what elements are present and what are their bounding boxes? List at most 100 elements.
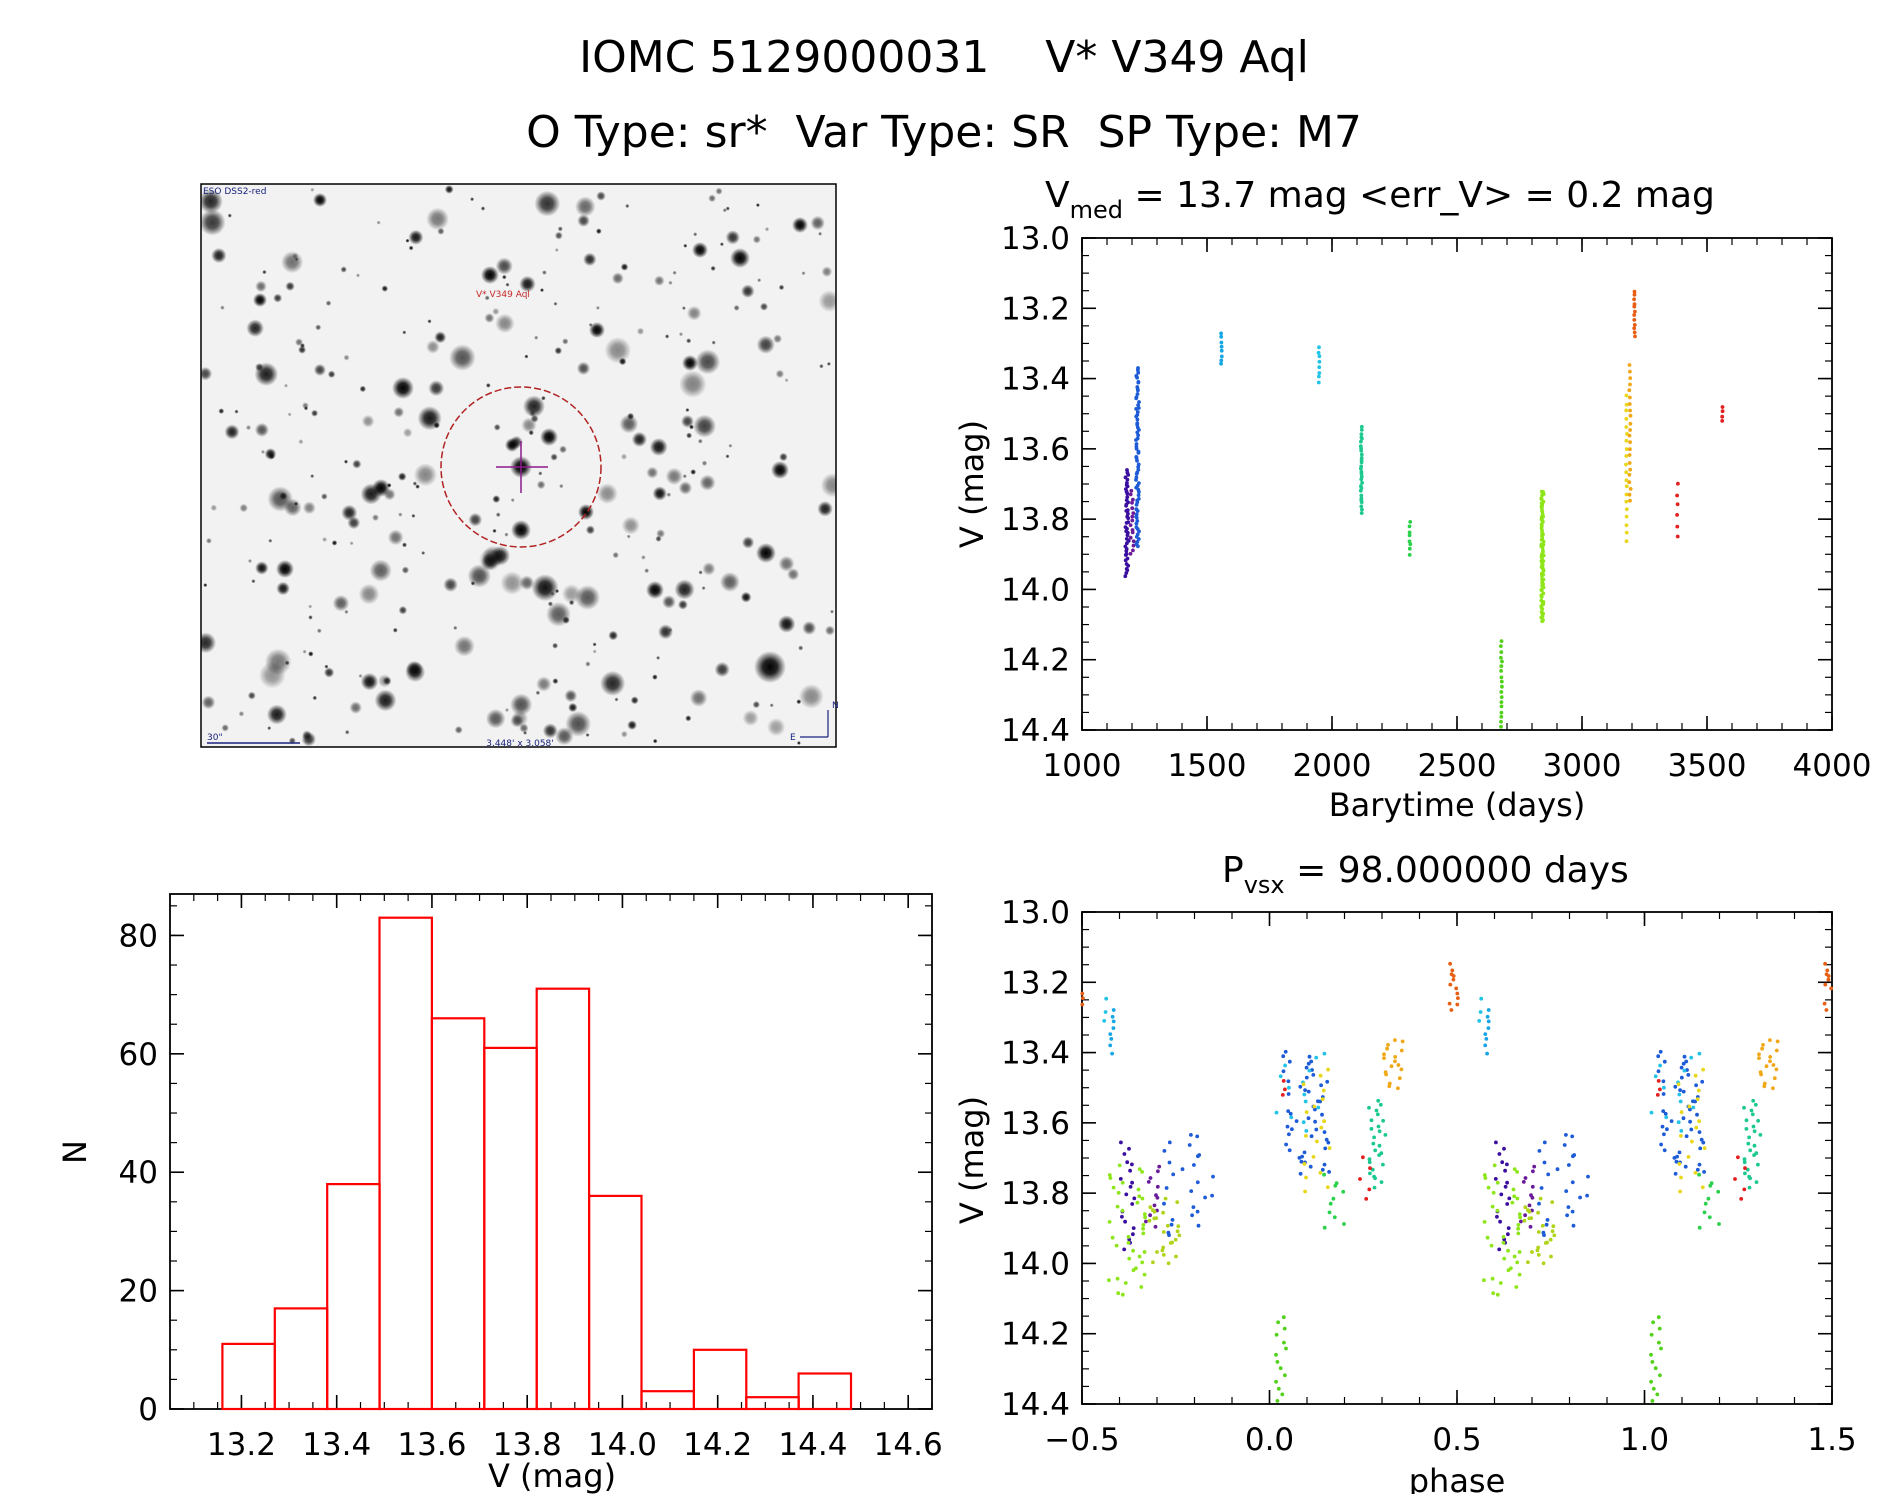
phase-curve-point xyxy=(1742,1160,1747,1165)
light-curve-point xyxy=(1675,502,1680,507)
phase-curve-point xyxy=(1144,1219,1148,1224)
light-curve-point xyxy=(1632,326,1637,331)
phase-curve-point xyxy=(1281,1079,1286,1083)
phase-curve-point xyxy=(1546,1172,1551,1177)
phase-curve-point xyxy=(1387,1084,1392,1089)
finder-star xyxy=(210,504,218,512)
finder-star xyxy=(206,537,212,544)
finder-star xyxy=(714,661,730,678)
finder-star xyxy=(752,235,761,244)
light-curve-point xyxy=(1624,462,1628,467)
phase-curve-point xyxy=(1555,1167,1560,1172)
phase-curve-point xyxy=(1382,1052,1386,1057)
finder-star xyxy=(649,438,668,456)
finder-star xyxy=(778,555,795,572)
finder-star xyxy=(554,231,563,240)
finder-star xyxy=(492,495,501,504)
phase-curve-point xyxy=(1697,1162,1702,1167)
phase-curve-point xyxy=(1578,1195,1582,1200)
phase-curve-point xyxy=(1313,1119,1317,1124)
phase-curve-point xyxy=(1118,1177,1123,1181)
light-curve-point xyxy=(1359,460,1364,465)
phase-curve-point xyxy=(1689,1127,1694,1132)
finder-star xyxy=(247,558,253,564)
phase-curve-point xyxy=(1774,1048,1779,1053)
phase-curve-point xyxy=(1515,1260,1520,1265)
finder-star xyxy=(561,584,582,604)
light-curve-point xyxy=(1219,340,1224,345)
phase-curve-point xyxy=(1451,974,1456,978)
phase-curve-point xyxy=(1393,1055,1398,1059)
finder-scale-label: 30" xyxy=(207,733,223,743)
phase-curve-point xyxy=(1312,1104,1317,1109)
phase-curve-point xyxy=(1506,1248,1510,1253)
light-curve-point xyxy=(1499,690,1504,694)
light-curve-point xyxy=(1624,408,1629,413)
light-curve-point xyxy=(1632,318,1637,322)
light-curve-point xyxy=(1131,511,1136,515)
finder-star xyxy=(690,469,697,475)
finder-star xyxy=(626,534,631,539)
finder-star xyxy=(492,528,497,534)
phase-curve-point xyxy=(1661,1109,1666,1113)
phase-curve-point xyxy=(1142,1250,1147,1254)
finder-star xyxy=(740,591,752,603)
phase-curve-point xyxy=(1649,1379,1653,1384)
phase-curve-point xyxy=(1298,1171,1303,1176)
phase-curve-point xyxy=(1124,1192,1129,1197)
y-tick-label: 60 xyxy=(119,1037,158,1073)
phase-curve-point xyxy=(1148,1176,1153,1180)
light-curve-point xyxy=(1624,447,1629,451)
light-curve-point xyxy=(1627,388,1632,393)
phase-curve-point xyxy=(1762,1084,1767,1089)
histogram-bar xyxy=(430,1017,486,1411)
phase-curve-point xyxy=(1658,1373,1662,1378)
finder-star-bright xyxy=(276,560,294,578)
light-curve-point xyxy=(1136,433,1140,438)
phase-curve-point xyxy=(1771,1063,1776,1067)
phase-curve-point xyxy=(1564,1189,1569,1193)
phase-curve-point xyxy=(1080,1002,1085,1007)
light-curve-point xyxy=(1540,493,1544,498)
phase-curve-point xyxy=(1752,1129,1757,1134)
light-curve-point xyxy=(1624,492,1629,497)
phase-curve-point xyxy=(1747,1185,1752,1190)
light-curve-point xyxy=(1539,595,1544,599)
light-curve-point xyxy=(1633,309,1637,314)
phase-curve-point xyxy=(1111,1019,1116,1024)
phase-curve-point xyxy=(1684,1059,1689,1064)
finder-star xyxy=(201,209,226,236)
finder-star xyxy=(332,594,350,612)
phase-curve-point xyxy=(1661,1079,1666,1084)
finder-star xyxy=(239,503,248,513)
phase-curve-point xyxy=(1175,1200,1180,1204)
phase-curve-point xyxy=(1501,1240,1506,1245)
finder-star xyxy=(443,577,458,592)
phase-curve-ticks: −0.5 0.0 0.5 1.0 1.5 13.0 13.2 13.4 13.6 13.8 14.0… xyxy=(1001,895,1857,1458)
phase-curve-point xyxy=(1706,1196,1711,1201)
finder-star xyxy=(554,346,563,355)
light-curve-point xyxy=(1136,451,1141,455)
finder-star xyxy=(698,570,703,575)
finder-star xyxy=(668,627,673,633)
light-curve-point xyxy=(1134,502,1139,507)
phase-curve-point xyxy=(1283,1063,1287,1068)
phase-curve-point xyxy=(1669,1119,1674,1123)
phase-curve-point xyxy=(1530,1184,1535,1189)
phase-curve-point xyxy=(1283,1049,1288,1054)
phase-curve-point xyxy=(1322,1119,1326,1124)
light-curve-point xyxy=(1128,492,1133,497)
phase-curve-point xyxy=(1681,1089,1686,1094)
phase-curve-point xyxy=(1115,1276,1120,1281)
phase-curve-point xyxy=(1289,1115,1294,1120)
finder-star xyxy=(349,701,363,714)
finder-star xyxy=(246,319,264,338)
finder-star xyxy=(427,319,432,324)
light-curve-point xyxy=(1675,513,1679,517)
phase-curve-point xyxy=(1377,1153,1381,1157)
phase-curve-point xyxy=(1656,1054,1661,1059)
phase-curve-point xyxy=(1342,1222,1346,1226)
finder-star xyxy=(523,395,545,418)
phase-curve-point xyxy=(1748,1148,1753,1153)
phase-curve-point xyxy=(1742,1157,1747,1162)
